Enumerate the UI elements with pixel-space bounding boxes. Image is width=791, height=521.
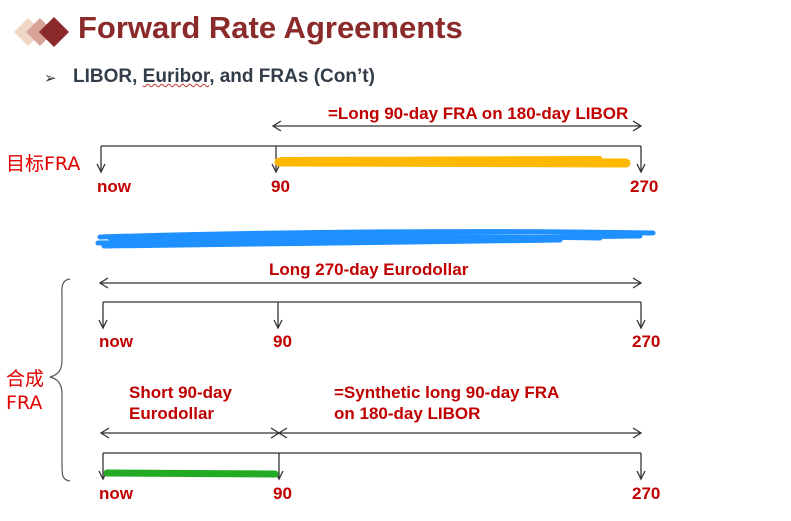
page-title: Forward Rate Agreements	[78, 10, 463, 45]
bottom-tick-now: now	[99, 484, 133, 503]
target-timeline	[96, 145, 646, 174]
logo-diamonds	[14, 17, 69, 47]
synthetic-fra-label-2: on 180-day LIBOR	[334, 404, 481, 423]
synthetic-fra-arrow	[277, 427, 643, 439]
short-eurodollar-arrow	[99, 427, 281, 439]
long-eurodollar-arrow	[98, 277, 643, 289]
synthetic-side-label-2: FRA	[6, 392, 43, 414]
target-tick-90: 90	[271, 177, 290, 196]
target-fra-side-label: 目标FRA	[6, 153, 81, 175]
target-tick-now: now	[97, 177, 131, 196]
subtitle: LIBOR, Euribor, and FRAs (Con’t)	[73, 66, 375, 88]
short-eurodollar-label-1: Short 90-day	[129, 383, 232, 402]
bottom-tick-270: 270	[632, 484, 661, 503]
subtitle-prefix: LIBOR,	[73, 66, 143, 87]
target-span-label: =Long 90-day FRA on 180-day LIBOR	[328, 104, 629, 123]
bullet-arrow-icon: ➢	[44, 70, 57, 87]
top-tick-270: 270	[632, 332, 661, 351]
green-highlight	[103, 469, 279, 478]
subtitle-suffix: , and FRAs (Con’t)	[209, 66, 375, 87]
synthetic-fra-label-1: =Synthetic long 90-day FRA	[334, 383, 560, 402]
long-eurodollar-label: Long 270-day Eurodollar	[269, 260, 469, 279]
short-eurodollar-label-2: Eurodollar	[129, 404, 215, 423]
bottom-tick-90: 90	[273, 484, 292, 503]
synthetic-side-label-1: 合成	[6, 368, 45, 390]
target-span-arrow	[271, 120, 643, 132]
orange-highlight	[274, 156, 631, 168]
blue-scribble	[95, 229, 656, 249]
top-tick-now: now	[99, 332, 133, 351]
synthetic-timeline-top	[98, 301, 646, 330]
top-tick-90: 90	[273, 332, 292, 351]
subtitle-euribor: Euribor	[142, 66, 210, 87]
target-tick-270: 270	[630, 177, 659, 196]
left-brace	[49, 278, 71, 482]
